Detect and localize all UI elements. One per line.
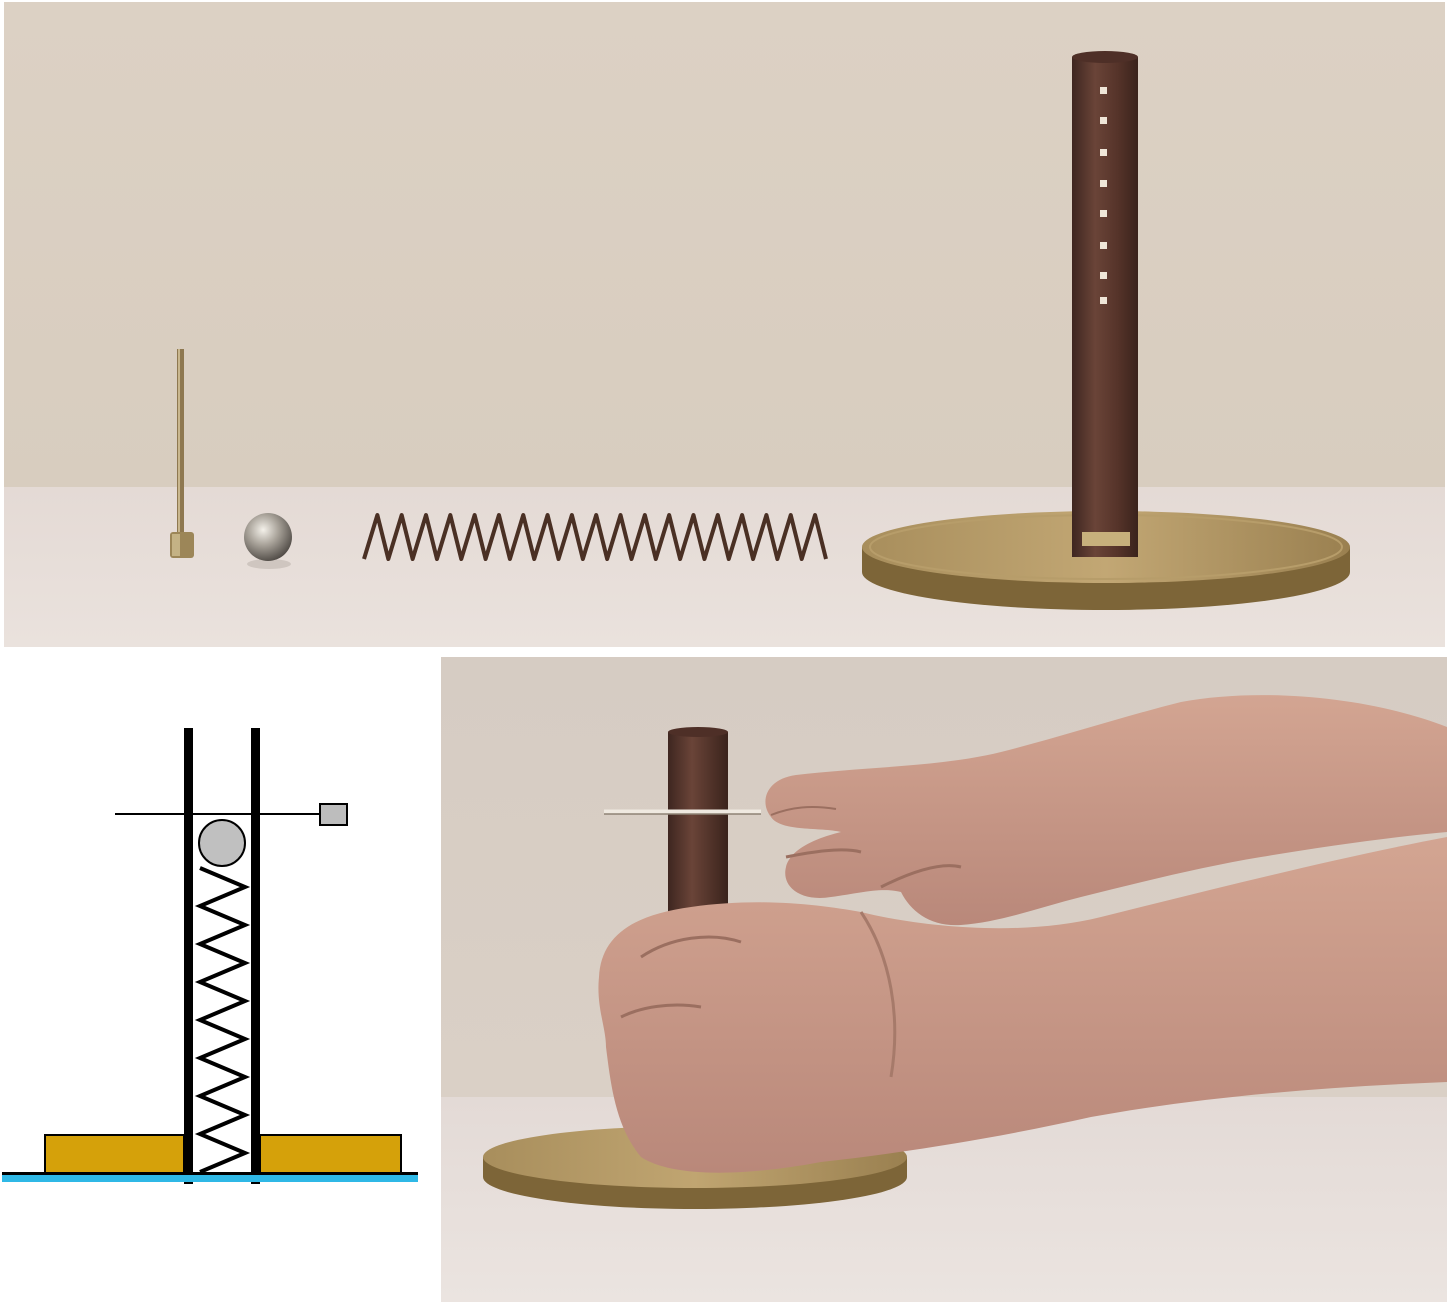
base-plate-left <box>44 1134 185 1174</box>
tube-hole <box>1100 297 1107 304</box>
steel-ball <box>244 513 292 569</box>
tube-hole <box>1100 180 1107 187</box>
tube-with-holes <box>1072 51 1138 557</box>
table-line-dark <box>2 1172 418 1175</box>
diagram-pin-handle <box>319 803 348 826</box>
top-photo-panel <box>4 2 1445 647</box>
tube-hole <box>1100 272 1107 279</box>
tube-hole <box>1100 210 1107 217</box>
tube-hole <box>1100 242 1107 249</box>
base-plate-right <box>259 1134 402 1174</box>
diagram-ball <box>198 819 246 867</box>
pin <box>170 349 194 558</box>
tube-holes <box>1100 87 1107 304</box>
bottom-photo-scene <box>441 657 1447 1302</box>
diagram-spring <box>194 866 251 1174</box>
diagram-panel <box>0 660 430 1300</box>
schematic-diagram <box>2 728 418 1184</box>
tube-left-wall <box>184 728 193 1184</box>
table-line <box>2 1175 418 1182</box>
tube-top <box>668 727 728 737</box>
wall <box>4 2 1445 487</box>
tube-hole <box>1100 149 1107 156</box>
hand-holding-base <box>598 837 1447 1173</box>
coil-spring <box>362 513 828 561</box>
top-photo-scene <box>4 2 1445 647</box>
bottom-photo-panel <box>441 657 1447 1302</box>
tube-right-wall <box>251 728 260 1184</box>
tube-hole <box>1100 117 1107 124</box>
tube-hole <box>1100 87 1107 94</box>
hand-holding-pin <box>765 695 1447 926</box>
